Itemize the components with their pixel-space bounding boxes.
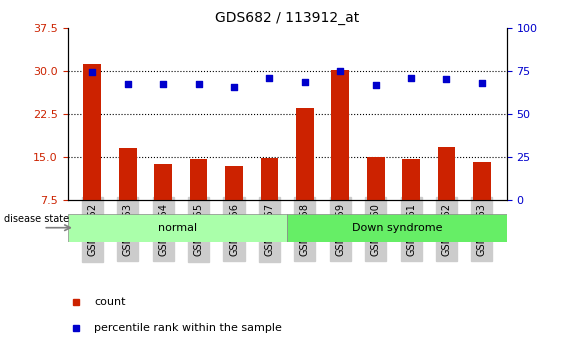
Bar <box>83 64 101 243</box>
Text: Down syndrome: Down syndrome <box>352 223 442 233</box>
Point <box>371 83 380 88</box>
Bar <box>296 108 314 200</box>
Point <box>123 81 132 87</box>
Bar <box>154 164 172 200</box>
Bar <box>261 158 278 200</box>
Text: disease state: disease state <box>4 215 69 224</box>
Bar <box>119 148 137 200</box>
Point <box>477 80 486 86</box>
Text: count: count <box>94 297 126 307</box>
Point <box>88 69 97 75</box>
Bar <box>473 161 491 243</box>
Text: percentile rank within the sample: percentile rank within the sample <box>94 323 282 333</box>
Point <box>300 79 309 85</box>
Bar <box>83 64 101 200</box>
Bar <box>332 70 349 200</box>
Bar <box>367 157 385 200</box>
Point <box>442 77 451 82</box>
Bar <box>225 166 243 243</box>
Point <box>230 85 239 90</box>
Title: GDS682 / 113912_at: GDS682 / 113912_at <box>215 11 359 25</box>
Bar <box>119 148 137 243</box>
Bar <box>332 70 349 243</box>
Point <box>406 76 415 81</box>
Bar <box>154 164 172 243</box>
Point <box>194 81 203 87</box>
FancyBboxPatch shape <box>68 214 287 242</box>
Bar <box>437 147 455 200</box>
Bar <box>296 108 314 243</box>
Text: normal: normal <box>158 223 197 233</box>
Point <box>265 76 274 81</box>
Bar <box>402 159 420 200</box>
Bar <box>261 158 278 243</box>
Bar <box>225 166 243 200</box>
Bar <box>190 159 207 243</box>
Point <box>336 68 345 73</box>
FancyBboxPatch shape <box>287 214 507 242</box>
Bar <box>402 159 420 243</box>
Bar <box>437 147 455 243</box>
Bar <box>190 159 207 200</box>
Bar <box>367 157 385 243</box>
Bar <box>473 161 491 200</box>
Point <box>159 81 168 87</box>
